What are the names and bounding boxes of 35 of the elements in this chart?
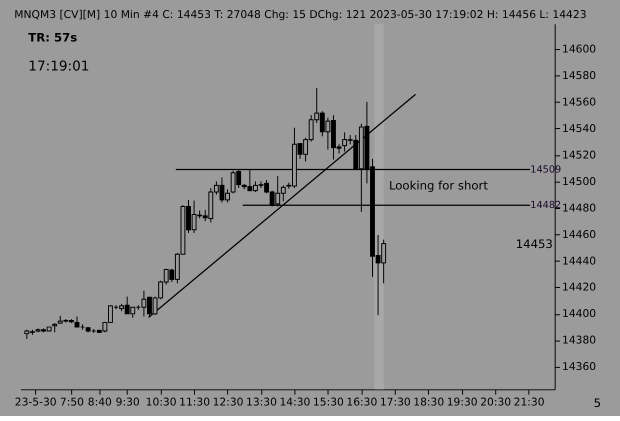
x-tick-label: 13:30 — [246, 395, 278, 408]
x-tick-label: 19:30 — [446, 395, 478, 408]
y-tick-label: 14440 — [562, 254, 596, 268]
x-tick-label: 12:30 — [212, 395, 244, 408]
y-tick-label: 14380 — [562, 334, 596, 347]
y-tick-label: 14480 — [562, 201, 596, 214]
x-tick-label: 8:40 — [88, 395, 112, 408]
annotation: Looking for short — [388, 178, 488, 192]
y-tick-label: 14460 — [562, 228, 596, 241]
x-tick-label: 16:30 — [346, 395, 378, 408]
annotation: 14453 — [516, 236, 553, 251]
y-tick-label: 14420 — [562, 280, 596, 294]
x-tick-label: 17:30 — [380, 395, 411, 408]
y-tick-label: 14600 — [562, 42, 596, 56]
text: 5 — [594, 396, 602, 410]
x-tick-label: 9:30 — [116, 395, 140, 408]
x-tick-label: 15:30 — [312, 395, 344, 408]
x-tick-label: 21:30 — [514, 395, 545, 408]
annotation: 17:19:01 — [28, 58, 90, 75]
y-tick-label: 14400 — [562, 307, 596, 320]
y-tick-label: 14540 — [562, 122, 596, 135]
x-tick-label: 10:30 — [146, 395, 177, 408]
chart-title: MNQM3 [CV][M] 10 Min #4 C: 14453 T: 27048 Chg: 15 DChg: 121 2023-05-30 17:19:02 H: 14456 L: 14423 — [14, 8, 587, 21]
y-tick-label: 14360 — [562, 360, 596, 374]
x-tick-label: 20:30 — [480, 395, 512, 408]
y-tick-label: 14580 — [562, 68, 596, 82]
x-tick-label: 11:30 — [179, 395, 210, 408]
x-tick-label: 18:30 — [413, 395, 444, 408]
x-tick-label: 14:30 — [279, 395, 311, 408]
x-tick-label: 7:50 — [60, 395, 84, 408]
annotation: TR: 57s — [28, 30, 78, 44]
y-tick-label: 14520 — [562, 148, 596, 162]
y-tick-label: 14500 — [562, 174, 596, 188]
x-tick-label: 23-5-30 — [14, 395, 57, 408]
y-tick-label: 14560 — [562, 95, 596, 108]
